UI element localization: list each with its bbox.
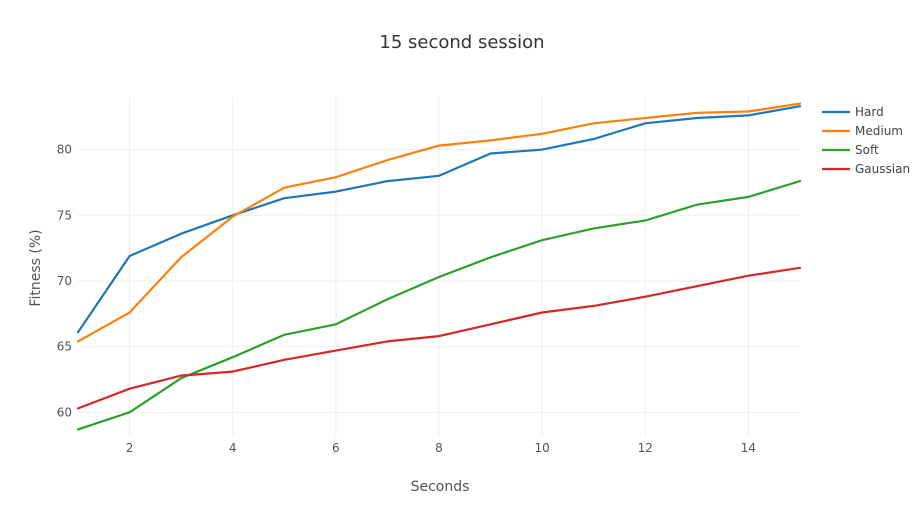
chart-title: 15 second session [379,32,544,53]
legend-label: Medium [855,124,903,138]
data-point-soft[interactable] [745,194,751,200]
data-point-hard[interactable] [178,231,184,237]
data-point-gaussian[interactable] [539,309,545,315]
data-point-gaussian[interactable] [75,405,81,411]
data-point-hard[interactable] [591,136,597,142]
data-point-soft[interactable] [797,178,803,184]
data-point-gaussian[interactable] [384,338,390,344]
x-axis-title: Seconds [411,479,470,495]
legend-label: Gaussian [855,162,910,176]
legend-label: Soft [855,143,879,157]
data-point-hard[interactable] [539,147,545,153]
data-point-soft[interactable] [642,218,648,224]
data-point-medium[interactable] [539,131,545,137]
series-line-gaussian[interactable] [76,266,802,410]
x-tick-label: 2 [126,441,134,455]
series-medium [75,101,803,344]
data-point-gaussian[interactable] [642,294,648,300]
series-hard [75,105,802,335]
y-tick-label: 80 [57,143,72,157]
data-point-medium[interactable] [436,143,442,149]
data-point-soft[interactable] [694,202,700,208]
x-tick-label: 12 [638,441,653,455]
data-point-soft[interactable] [333,321,339,327]
grid [78,97,800,436]
data-point-hard[interactable] [384,178,390,184]
legend-label: Hard [855,105,884,119]
y-tick-label: 65 [57,340,72,354]
x-tick-label: 6 [332,441,340,455]
data-point-gaussian[interactable] [694,283,700,289]
legend-item-gaussian[interactable]: Gaussian [822,162,910,176]
y-tick-label: 75 [57,208,72,222]
y-tick-label: 70 [57,274,72,288]
x-tick-label: 14 [741,441,756,455]
x-tick-label: 10 [535,441,550,455]
data-point-medium[interactable] [281,185,287,191]
data-point-gaussian[interactable] [745,273,751,279]
data-point-soft[interactable] [539,237,545,243]
legend-item-soft[interactable]: Soft [822,143,879,157]
series-soft [75,178,803,432]
series-line-hard[interactable] [76,105,802,334]
data-point-hard[interactable] [281,195,287,201]
series-gaussian [75,265,803,411]
x-tick-label: 4 [229,441,237,455]
data-point-medium[interactable] [333,174,339,180]
data-point-hard[interactable] [642,120,648,126]
legend-item-hard[interactable]: Hard [822,105,884,119]
data-point-soft[interactable] [436,274,442,280]
series-lines [75,101,803,432]
data-point-soft[interactable] [488,254,494,260]
data-point-gaussian[interactable] [281,357,287,363]
data-point-medium[interactable] [797,101,803,107]
data-point-hard[interactable] [488,151,494,157]
series-line-soft[interactable] [76,180,802,431]
data-point-gaussian[interactable] [230,369,236,375]
data-point-medium[interactable] [384,157,390,163]
data-point-medium[interactable] [745,108,751,114]
data-point-hard[interactable] [75,329,81,335]
data-point-soft[interactable] [127,409,133,415]
data-point-soft[interactable] [281,332,287,338]
data-point-gaussian[interactable] [178,373,184,379]
data-point-medium[interactable] [178,254,184,260]
data-point-soft[interactable] [230,354,236,360]
y-axis-title: Fitness (%) [28,229,44,306]
data-point-medium[interactable] [642,115,648,121]
data-point-gaussian[interactable] [591,303,597,309]
data-point-gaussian[interactable] [436,333,442,339]
axes: 2 4 6 8 10 12 14 60 65 70 75 80 [57,143,756,455]
data-point-hard[interactable] [333,189,339,195]
legend-item-medium[interactable]: Medium [822,124,903,138]
data-point-medium[interactable] [230,214,236,220]
data-point-medium[interactable] [488,137,494,143]
data-point-gaussian[interactable] [333,348,339,354]
data-point-medium[interactable] [694,110,700,116]
data-point-gaussian[interactable] [488,321,494,327]
data-point-medium[interactable] [127,309,133,315]
data-point-soft[interactable] [75,426,81,432]
y-tick-label: 60 [57,405,72,419]
data-point-medium[interactable] [591,120,597,126]
data-point-gaussian[interactable] [797,265,803,271]
data-point-hard[interactable] [694,115,700,121]
x-tick-label: 8 [435,441,443,455]
legend[interactable]: Hard Medium Soft Gaussian [822,105,910,176]
data-point-hard[interactable] [436,173,442,179]
data-point-hard[interactable] [127,253,133,259]
series-line-medium[interactable] [76,102,802,343]
data-point-soft[interactable] [591,225,597,231]
data-point-gaussian[interactable] [127,386,133,392]
data-point-soft[interactable] [384,296,390,302]
data-point-medium[interactable] [75,338,81,344]
